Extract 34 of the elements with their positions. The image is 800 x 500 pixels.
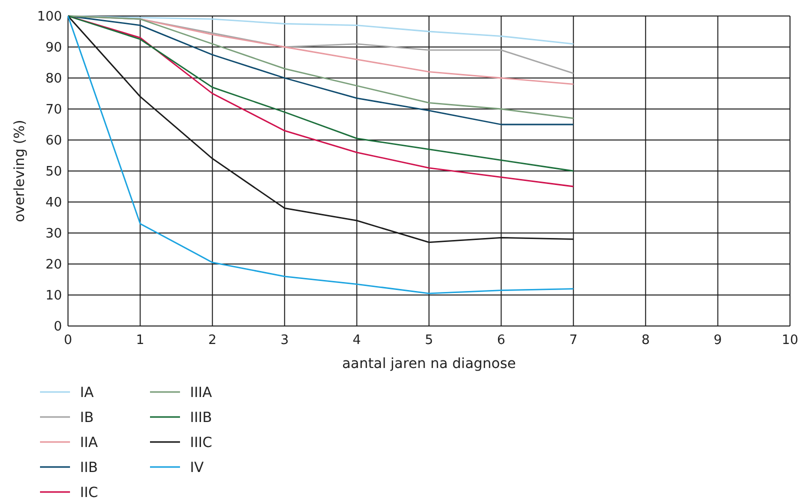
x-axis-title: aantal jaren na diagnose — [342, 356, 516, 372]
line-series — [67, 15, 574, 294]
y-tick-label: 50 — [45, 164, 62, 180]
y-tick-label: 30 — [45, 226, 62, 242]
legend-label: IIIB — [190, 410, 212, 426]
x-tick-label: 2 — [208, 333, 217, 348]
x-tick-label: 1 — [136, 333, 144, 348]
x-tick-label: 9 — [714, 333, 722, 348]
legend-label: IIIC — [190, 434, 212, 451]
y-tick-label: 20 — [45, 258, 62, 273]
x-tick-label: 5 — [424, 333, 434, 348]
y-tick-label: 100 — [37, 10, 62, 25]
x-tick-label: 0 — [64, 333, 72, 348]
legend-label: IIIA — [190, 384, 212, 401]
legend-label: IB — [80, 410, 94, 426]
x-tick-label: 10 — [782, 333, 798, 348]
legend-label: IIB — [80, 460, 98, 476]
legend-label: IV — [190, 460, 204, 476]
legend-label: IIC — [80, 484, 98, 500]
legend-label: IA — [80, 384, 94, 401]
y-tick-label: 90 — [45, 40, 62, 56]
x-tick-label: 3 — [280, 333, 289, 348]
legend-label: IIA — [80, 434, 98, 451]
x-tick-label: 6 — [497, 333, 506, 348]
y-tick-label: 0 — [54, 320, 62, 335]
y-tick-label: 70 — [45, 102, 62, 118]
y-tick-label: 40 — [45, 196, 62, 211]
y-tick-label: 60 — [45, 134, 62, 149]
x-tick-label: 7 — [569, 333, 578, 348]
x-tick-label: 4 — [352, 333, 361, 348]
y-tick-label: 80 — [45, 72, 62, 87]
y-axis-title: overleving (%) — [12, 120, 28, 222]
y-tick-label: 10 — [45, 288, 62, 304]
x-tick-label: 8 — [641, 333, 650, 348]
